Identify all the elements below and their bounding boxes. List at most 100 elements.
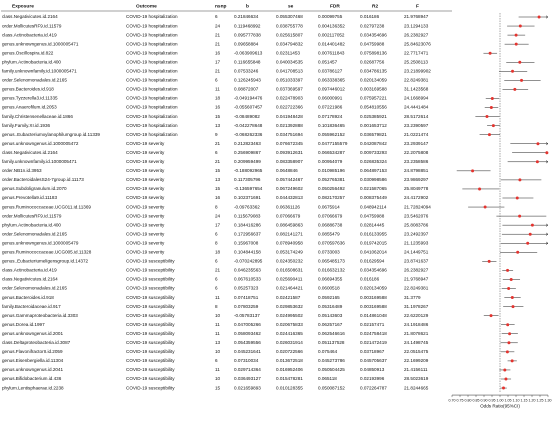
table-cell: order.Selenomonadales.id.2165 [2,231,67,236]
table-cell: 17 [215,222,221,227]
table-cell: 26.2382927 [404,32,429,37]
table-cell: 0.0592165 [318,295,340,300]
table-cell: 0.036493127 [234,376,261,381]
table-cell: COVID-19 severity [126,195,165,200]
odds-ratio-point [515,196,519,200]
column-header: Outcome [136,3,157,9]
table-cell: 0.062546616 [318,331,345,336]
table-cell: 0.010985196 [318,168,345,173]
table-cell: 0.095777838 [234,32,261,37]
x-tick-label: 0.85 [473,399,480,403]
table-cell: order.MollicutesRF9.id.11579 [2,213,62,218]
table-cell: class.Negativicutes.id.2164 [2,277,58,282]
odds-ratio-point [506,268,510,272]
odds-ratio-point [485,115,489,119]
x-tick-label: 0.95 [489,399,496,403]
table-cell: 0.044432813 [276,195,303,200]
table-cell: 23.2492397 [404,231,429,236]
table-cell: COVID-19 hospitalization [126,41,178,46]
column-header: se [288,4,294,9]
table-cell: 0.104844158 [234,250,261,255]
table-cell: 0.03718967 [360,349,385,354]
odds-ratio-point [545,151,549,155]
table-cell: 21.9768947 [404,14,429,19]
table-cell: 0.04759988 [360,213,385,218]
table-cell: 6 [215,286,218,291]
table-cell: COVID-19 susceptibility [126,304,175,309]
table-cell: COVID-19 severity [126,177,165,182]
odds-ratio-point [510,359,514,363]
table-cell: 0.15967008 [234,240,259,245]
table-cell: 25.8049778 [404,186,429,191]
table-cell: phylum.Actinobacteria.id.400 [2,222,61,227]
table-cell: 0.116655848 [234,59,261,64]
table-cell: 0.086459863 [276,222,303,227]
table-cell: genus.FlavonifractorII.id.2059 [2,349,63,354]
table-cell: 0.048942114 [360,204,387,209]
table-cell: 0.075464 [318,349,338,354]
table-cell: 0.212823463 [234,141,261,146]
table-cell: 21.4156111 [404,367,428,372]
table-cell: COVID-19 susceptibility [126,286,175,291]
table-cell: 0.041708513 [276,69,303,74]
table-cell: COVID-19 hospitalization [126,50,178,55]
table-cell: 0.050256492 [318,186,345,191]
table-cell: 16 [215,105,221,110]
table-cell: 0.0855479 [318,231,340,236]
table-cell: 0.054810556 [360,105,387,110]
table-cell: 21.8244665 [404,385,429,390]
table-cell: class.Negativicutes.id.2164 [2,150,58,155]
odds-ratio-point [483,205,487,209]
table-cell: 0.034786135 [360,69,387,74]
table-cell: 0.076672345 [276,141,303,146]
table-cell: 0.034354696 [360,32,387,37]
x-tick-label: 1.10 [513,399,520,403]
table-cell: 11 [215,295,220,300]
table-cell: 0.025690411 [276,277,303,282]
table-cell: 0.051457 [318,59,338,64]
table-cell: COVID-19 severity [126,222,165,227]
table-cell: COVID-19 hospitalization [126,23,178,28]
table-cell: 21 [215,159,221,164]
table-cell: 13 [215,177,221,182]
table-cell: 0.09658884 [234,41,259,46]
table-cell: COVID-19 susceptibility [126,322,175,327]
table-cell: -0.055607457 [234,105,263,110]
table-cell: 22.2075808 [404,150,429,155]
table-cell: 16 [215,195,221,200]
table-cell: 0.008375449 [360,195,387,200]
table-cell: 0.003169588 [360,304,387,309]
table-cell: 0.021587065 [360,186,387,191]
ci-arrow [545,15,549,19]
odds-ratio-point [514,42,518,46]
table-cell: COVID-19 severity [126,231,165,236]
table-cell: -0.070242895 [234,259,263,264]
table-cell: 0.024758418 [360,331,387,336]
table-cell: 0.102371691 [234,195,261,200]
table-cell: -0.068262336 [234,132,263,137]
table-cell: 0.07803259 [234,304,259,309]
table-cell: 25.2508113 [404,59,428,64]
column-header: b [246,3,249,9]
table-cell: 21.9768947 [404,277,429,282]
table-cell: 0.065118 [318,376,337,381]
odds-ratio-point [537,15,541,19]
table-cell: 0.0600518 [318,286,340,291]
table-cell: phylum.Actinobacteria.id.400 [2,59,61,64]
table-cell: class.Actinobacteria.id.419 [2,32,57,37]
table-cell: COVID-19 hospitalization [126,87,178,92]
table-cell: COVID-19 susceptibility [126,340,175,345]
table-cell: 0.01629594 [360,259,385,264]
table-cell: 0.003169588 [360,295,387,300]
table-cell: 0.021392888 [276,123,303,128]
table-cell: 0.046235563 [234,268,261,273]
table-cell: 0.013672518 [276,358,303,363]
table-cell: genus.Ruminococcaceae.UCG005.id.11328 [2,250,92,255]
table-cell: 10 [215,349,221,354]
table-cell: 0.029853632 [276,304,303,309]
table-cell: 0.053174249 [276,250,303,255]
table-cell: 0.041948428 [276,114,303,119]
table-cell: 0.037369597 [276,87,303,92]
table-cell: 11 [215,87,220,92]
